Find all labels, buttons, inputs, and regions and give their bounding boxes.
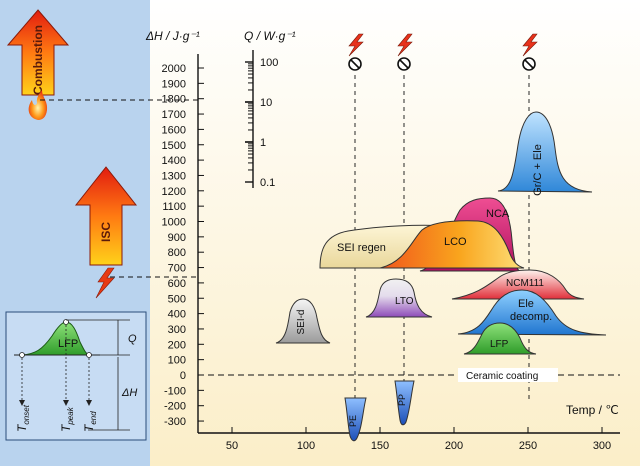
dh-tick-label: 400 [168,309,186,321]
temp-axis-title: Temp / ℃ [566,403,619,417]
dh-tick-label: 200 [168,339,186,351]
dh-tick-label: 0 [180,370,186,382]
dh-tick-label: 1800 [162,94,186,106]
temp-tick-label: 150 [371,440,389,452]
lightning-icon [522,33,538,57]
sei-regen-label: SEI regen [337,242,386,254]
dh-tick-label: -100 [164,385,186,397]
dh-tick-label: 1900 [162,78,186,90]
flame-icon [28,90,48,120]
lightning-prohibited-icon [348,33,364,71]
inset-dh-label: ΔH [121,387,137,399]
q-tick-10: 10 [260,97,272,109]
inset-q-label: Q [128,333,137,345]
lightning-icon-isc [95,267,115,299]
dh-tick-label: 1200 [162,186,186,198]
dh-tick-label: -300 [164,416,186,428]
gr-c-ele-label: Gr/C + Ele [532,144,544,196]
ncm111-label: NCM111 [506,278,544,289]
q-scale: 100 10 1 0.1 [245,50,278,189]
prohibited-slash [350,59,360,69]
peak-lto: LTO [365,278,433,318]
ceramic-label-bg [458,368,558,382]
pe-label: PE [348,415,358,427]
dh-axis-title: ΔH / J·g⁻¹ [145,29,200,43]
temp-tick-label: 100 [297,440,315,452]
peak-lco: LCO [379,220,525,269]
peak-gr-c-ele: Gr/C + Ele [497,111,593,196]
isc-arrow: ISC [74,166,138,266]
peak-sei-d: SEI-d [275,298,331,344]
sei-d-label: SEI-d [296,309,307,334]
ele-decomp-label-2: decomp. [510,311,552,323]
peak-pe: PE [344,397,367,442]
pp-label: PP [397,394,407,406]
temp-axis-ticks: 50 100 150 200 250 300 [226,427,611,452]
dh-axis-ticks: 2000190018001700160015001400130012001100… [162,63,204,428]
temp-tick-label: 300 [593,440,611,452]
lightning-icon [397,33,413,57]
isc-label: ISC [99,222,113,242]
svg-text:Tend: Tend [82,411,98,432]
inset-schematic: LFP Q ΔH Tonset Tpeak Tend [5,311,147,441]
prohibited-slash [524,59,534,69]
q-axis-title: Q / W·g⁻¹ [244,29,296,43]
lightning-prohibited-icon [522,33,538,71]
dh-tick-label: 1100 [162,201,186,213]
combustion-arrow: Combustion [6,9,70,96]
combustion-label: Combustion [31,25,45,95]
dh-tick-label: 1500 [162,140,186,152]
t-onset-label: Tonset [15,404,31,432]
dh-tick-label: 500 [168,293,186,305]
q-tick-100: 100 [260,57,278,69]
temp-tick-label: 250 [519,440,537,452]
dh-tick-label: 100 [168,355,186,367]
dh-tick-label: 1700 [162,109,186,121]
dh-tick-label: 900 [168,232,186,244]
q-tick-1: 1 [260,137,266,149]
dh-tick-label: 700 [168,263,186,275]
inset-peak-label: LFP [58,338,78,350]
ceramic-coating-label: Ceramic coating [466,371,538,382]
dh-tick-label: 600 [168,278,186,290]
peak-pp: PP [394,380,415,426]
dh-tick-label: 1400 [162,155,186,167]
peak-ncm111: NCM111 [451,269,585,300]
dh-tick-label: 1600 [162,124,186,136]
lfp-label: LFP [490,339,509,350]
dh-tick-label: 2000 [162,63,186,75]
svg-text:Tpeak: Tpeak [59,406,75,432]
nca-label: NCA [486,208,510,220]
dh-tick-label: 1300 [162,170,186,182]
dh-tick-label: 800 [168,247,186,259]
peak-lfp: LFP [463,322,537,355]
temp-tick-label: 200 [445,440,463,452]
prohibited-slash [399,59,409,69]
dh-tick-label: 300 [168,324,186,336]
svg-text:Tonset: Tonset [15,404,31,432]
t-end-label: Tend [82,411,98,432]
ele-decomp-label-1: Ele [518,298,534,310]
lco-label: LCO [444,236,467,248]
temp-tick-label: 50 [226,440,238,452]
lightning-prohibited-icon [397,33,413,71]
lto-label: LTO [395,296,414,307]
dh-tick-label: 1000 [162,217,186,229]
t-peak-label: Tpeak [59,406,75,432]
dh-tick-label: -200 [164,401,186,413]
q-tick-0-1: 0.1 [260,177,275,189]
lightning-icon [348,33,364,57]
